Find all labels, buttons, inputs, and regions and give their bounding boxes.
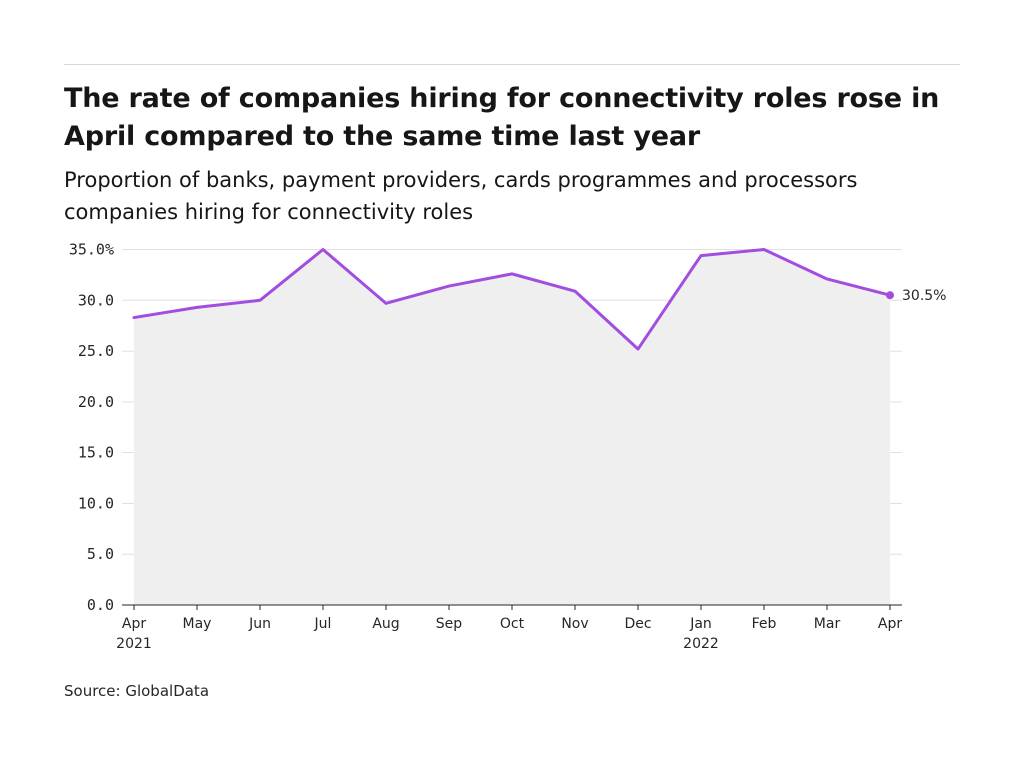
x-tick-label: Apr 2021 <box>116 616 152 652</box>
data-point <box>573 289 577 293</box>
top-divider <box>64 64 960 65</box>
data-point <box>762 248 766 252</box>
y-tick-label: 35.0% <box>69 241 114 259</box>
x-tick-label: Aug <box>372 616 399 632</box>
x-tick-label: Feb <box>752 616 777 632</box>
chart-title: The rate of companies hiring for connect… <box>64 83 940 152</box>
data-point <box>258 298 262 302</box>
data-point <box>636 347 640 351</box>
series-line <box>132 248 892 351</box>
data-point <box>321 248 325 252</box>
area-fill <box>134 249 890 605</box>
y-tick-label: 15.0 <box>78 444 114 462</box>
x-tick-label: Nov <box>561 616 588 632</box>
x-tick-label: Jul <box>314 616 332 632</box>
chart-subtitle: Proportion of banks, payment providers, … <box>64 168 858 224</box>
source-note: Source: GlobalData <box>64 682 210 700</box>
end-value-label: 30.5% <box>902 288 946 304</box>
y-tick-label: 5.0 <box>87 545 114 563</box>
x-tick-label: Oct <box>500 616 525 632</box>
y-tick-label: 20.0 <box>78 393 114 411</box>
x-tick-label: Sep <box>436 616 463 632</box>
y-tick-label: 0.0 <box>87 596 114 614</box>
x-tick-label: May <box>183 616 212 632</box>
axes: 0.0 5.0 10.0 15.0 20.0 25.0 30.0 35.0% Apr 2021 Ma… <box>69 241 903 653</box>
x-tick-label: Jun <box>248 616 271 632</box>
y-tick-label: 25.0 <box>78 342 114 360</box>
data-point <box>195 305 199 309</box>
data-point <box>510 272 514 276</box>
x-tick-label: Apr <box>878 616 902 632</box>
y-tick-label: 10.0 <box>78 494 114 512</box>
data-point <box>132 316 136 320</box>
x-tick-label: Jan 2022 <box>683 616 719 652</box>
data-point <box>447 284 451 288</box>
x-tick-label: Dec <box>624 616 651 632</box>
data-point <box>699 254 703 258</box>
data-point <box>825 277 829 281</box>
data-point <box>384 301 388 305</box>
x-tick-label: Mar <box>814 616 841 632</box>
y-tick-label: 30.0 <box>78 291 114 309</box>
data-markers: 30.5% <box>132 248 946 351</box>
end-point-marker <box>886 291 894 300</box>
